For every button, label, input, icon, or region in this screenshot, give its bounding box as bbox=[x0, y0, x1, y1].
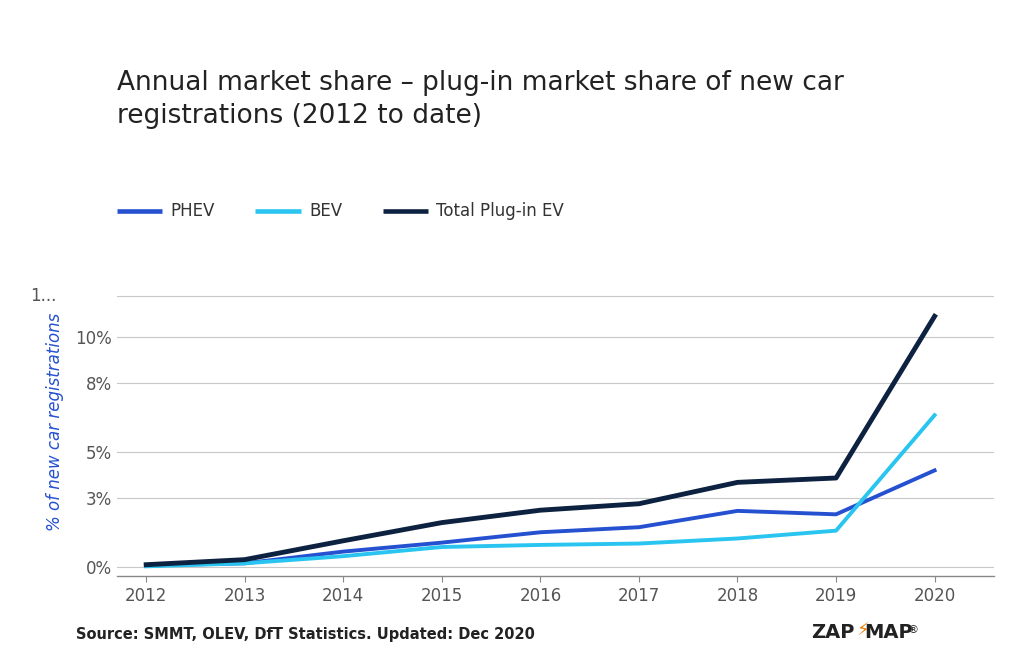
Text: 1...: 1... bbox=[30, 287, 57, 305]
Text: MAP: MAP bbox=[864, 623, 913, 642]
Text: PHEV: PHEV bbox=[170, 202, 215, 220]
Text: Annual market share – plug-in market share of new car
registrations (2012 to dat: Annual market share – plug-in market sha… bbox=[117, 70, 844, 129]
Text: Source: SMMT, OLEV, DfT Statistics. Updated: Dec 2020: Source: SMMT, OLEV, DfT Statistics. Upda… bbox=[76, 627, 535, 642]
Text: ZAP: ZAP bbox=[811, 623, 855, 642]
Y-axis label: % of new car registrations: % of new car registrations bbox=[46, 313, 64, 531]
Text: ®: ® bbox=[908, 625, 919, 635]
Text: BEV: BEV bbox=[309, 202, 342, 220]
Text: ⚡: ⚡ bbox=[857, 622, 869, 640]
Text: Total Plug-in EV: Total Plug-in EV bbox=[436, 202, 564, 220]
